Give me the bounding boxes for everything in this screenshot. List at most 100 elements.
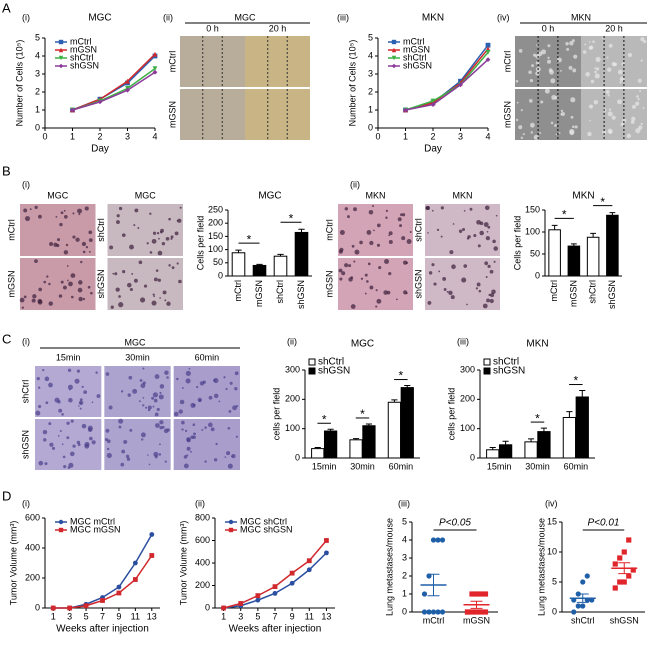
y-tick-label: 5 bbox=[402, 516, 407, 526]
chart-title: MGC bbox=[88, 13, 111, 24]
cell bbox=[91, 440, 96, 445]
cell bbox=[528, 99, 533, 103]
cell bbox=[66, 265, 69, 267]
cell bbox=[376, 243, 381, 247]
cell bbox=[493, 260, 496, 263]
cell bbox=[185, 370, 191, 376]
bar bbox=[586, 236, 600, 277]
marker bbox=[626, 573, 632, 579]
x-tick-label: shGSN bbox=[296, 280, 306, 309]
bar bbox=[575, 396, 589, 459]
column-label: 60min bbox=[195, 352, 220, 362]
cell bbox=[49, 242, 54, 247]
panel-label: (iv) bbox=[545, 498, 558, 508]
cell bbox=[125, 454, 130, 458]
legend-label: shCtrl bbox=[70, 52, 94, 62]
cell bbox=[520, 136, 524, 140]
cell bbox=[72, 212, 75, 215]
significance-label: * bbox=[562, 208, 567, 222]
bar bbox=[252, 264, 267, 277]
cell bbox=[87, 425, 93, 431]
significance-label: * bbox=[360, 407, 365, 421]
cell bbox=[611, 115, 616, 120]
cell bbox=[213, 458, 218, 462]
x-tick-label: 2 bbox=[430, 131, 435, 141]
cell bbox=[162, 290, 167, 295]
x-tick-label: mGSN bbox=[254, 280, 264, 307]
cell bbox=[451, 264, 456, 270]
x-tick-label: mGSN bbox=[568, 280, 578, 307]
legend-marker bbox=[391, 47, 397, 53]
x-tick-label: shCtrl bbox=[275, 280, 285, 304]
cell bbox=[78, 296, 83, 302]
cell bbox=[109, 245, 114, 250]
cell bbox=[141, 438, 144, 441]
y-tick-label: 1 bbox=[368, 104, 373, 114]
cell bbox=[446, 290, 449, 293]
cell bbox=[477, 244, 481, 248]
y-tick-label: 3 bbox=[35, 68, 40, 78]
cell bbox=[225, 387, 228, 391]
x-tick-label: 1 bbox=[70, 131, 75, 141]
cell bbox=[192, 423, 196, 427]
cell bbox=[153, 295, 155, 298]
cell bbox=[486, 231, 489, 233]
cell bbox=[77, 208, 82, 214]
cell bbox=[635, 101, 640, 106]
cell bbox=[78, 213, 81, 216]
micrograph bbox=[581, 36, 647, 87]
panel-label: (iii) bbox=[398, 498, 410, 508]
cell bbox=[485, 275, 488, 278]
bar bbox=[273, 255, 288, 277]
cell bbox=[397, 217, 402, 222]
cell bbox=[84, 206, 89, 211]
cell bbox=[224, 456, 227, 459]
cell bbox=[179, 399, 185, 405]
cell bbox=[544, 88, 550, 94]
cell bbox=[156, 232, 160, 235]
cell bbox=[592, 40, 595, 43]
cell bbox=[38, 386, 41, 389]
cell bbox=[475, 287, 479, 290]
panel-label: (iv) bbox=[497, 12, 510, 22]
legend-label: shCtrl bbox=[403, 52, 427, 62]
cell bbox=[38, 460, 44, 466]
legend-marker bbox=[391, 55, 397, 61]
cell bbox=[112, 272, 115, 275]
cell bbox=[234, 371, 239, 376]
cell bbox=[359, 240, 363, 245]
cell bbox=[486, 298, 490, 303]
cell bbox=[495, 214, 498, 217]
y-tick-label: 100 bbox=[285, 423, 300, 433]
panel-letter: D bbox=[2, 488, 11, 503]
cell bbox=[484, 261, 489, 266]
cell bbox=[106, 447, 110, 451]
cell bbox=[369, 285, 374, 290]
cell bbox=[153, 277, 158, 282]
x-tick-label: mCtrl bbox=[233, 280, 243, 302]
y-tick-label: 200 bbox=[25, 572, 40, 582]
cell bbox=[121, 233, 126, 238]
image-title: MKN bbox=[571, 12, 591, 22]
cell bbox=[606, 56, 609, 59]
cell bbox=[431, 209, 434, 212]
y-tick-label: 3 bbox=[402, 552, 407, 562]
cell bbox=[140, 432, 146, 438]
cell bbox=[133, 224, 136, 227]
cell bbox=[588, 45, 593, 50]
column-label: 0 h bbox=[542, 23, 555, 33]
marker bbox=[430, 102, 436, 107]
cell bbox=[43, 438, 47, 442]
marker bbox=[149, 532, 155, 537]
cell bbox=[152, 405, 155, 408]
cell bbox=[67, 466, 71, 469]
cell bbox=[126, 282, 132, 288]
legend-label: mGSN bbox=[403, 44, 430, 54]
marker bbox=[630, 567, 636, 573]
cell bbox=[234, 387, 238, 391]
cell bbox=[550, 78, 556, 84]
x-tick-label: shCtrl bbox=[588, 280, 598, 304]
significance-label: * bbox=[247, 232, 252, 246]
cell bbox=[373, 229, 375, 232]
y-tick-label: 250 bbox=[208, 204, 223, 214]
